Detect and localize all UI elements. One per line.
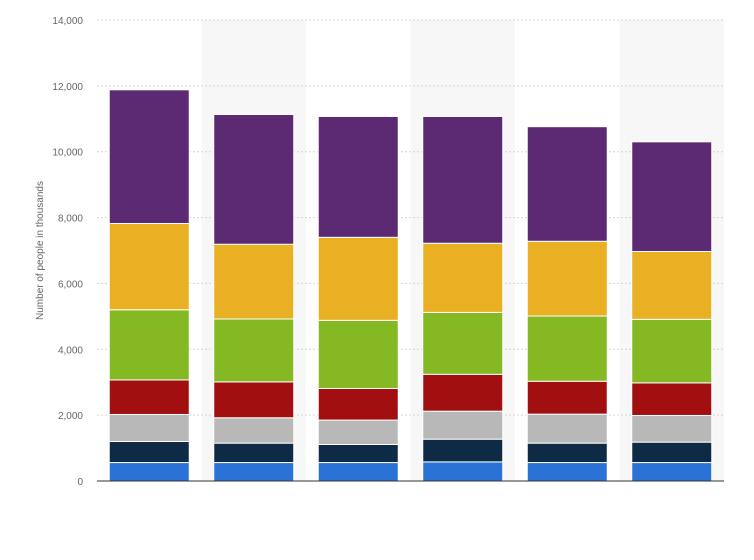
- bar-segment: [631, 382, 713, 416]
- bar-segment: [317, 419, 399, 445]
- bar-segment: [213, 243, 295, 320]
- bar-segment: [213, 381, 295, 419]
- bar-segment: [631, 414, 713, 443]
- bar-segment: [422, 373, 504, 412]
- bar-segment: [213, 114, 295, 245]
- bar-segment: [108, 379, 190, 415]
- bar-segment: [422, 242, 504, 313]
- bar-segment: [108, 462, 190, 482]
- bar-segment: [526, 442, 608, 464]
- bar-segment: [317, 236, 399, 321]
- bar-segment: [213, 442, 295, 464]
- y-tick-label: 0: [77, 477, 83, 488]
- y-tick-label: 12,000: [52, 82, 83, 93]
- bar-segment: [526, 413, 608, 444]
- bar-segment: [317, 319, 399, 389]
- bar-segment: [631, 462, 713, 482]
- gridlines: [97, 19, 724, 416]
- y-tick-label: 2,000: [58, 411, 83, 422]
- bar-segment: [422, 115, 504, 244]
- bar-segment: [422, 461, 504, 482]
- bar-stack: [317, 115, 399, 482]
- bar-stacks: [108, 89, 713, 482]
- bar-segment: [213, 318, 295, 383]
- bar-segment: [526, 240, 608, 317]
- bar-segment: [213, 417, 295, 444]
- bar-segment: [631, 318, 713, 384]
- y-tick-label: 8,000: [58, 214, 83, 225]
- bar-segment: [631, 250, 713, 320]
- bar-segment: [317, 115, 399, 238]
- bar-stack: [422, 115, 504, 482]
- bar-segment: [317, 462, 399, 482]
- bar-stack: [631, 141, 713, 482]
- y-tick-label: 4,000: [58, 345, 83, 356]
- bar-stack: [213, 114, 295, 482]
- bar-segment: [317, 387, 399, 421]
- bar-segment: [526, 380, 608, 415]
- bar-segment: [422, 410, 504, 440]
- bar-segment: [108, 440, 190, 464]
- bar-segment: [631, 141, 713, 252]
- bar-segment: [526, 126, 608, 242]
- bar-stack: [108, 89, 190, 482]
- y-tick-label: 10,000: [52, 148, 83, 159]
- bar-segment: [317, 443, 399, 464]
- bar-segment: [526, 462, 608, 482]
- bar-segment: [108, 309, 190, 381]
- bar-segment: [631, 441, 713, 464]
- bar-stack: [526, 126, 608, 482]
- y-tick-label: 6,000: [58, 279, 83, 290]
- bar-segment: [526, 315, 608, 382]
- y-tick-label: 14,000: [52, 16, 83, 27]
- bar-segment: [422, 438, 504, 463]
- y-axis-label: Number of people in thousands: [35, 181, 46, 320]
- bar-segment: [213, 462, 295, 482]
- bar-segment: [108, 89, 190, 224]
- y-axis-ticks: 0 2,000 4,000 6,000 8,000 10,000 12,000 14,000: [52, 16, 83, 488]
- bar-segment: [422, 311, 504, 375]
- bar-segment: [108, 222, 190, 311]
- bar-segment: [108, 413, 190, 442]
